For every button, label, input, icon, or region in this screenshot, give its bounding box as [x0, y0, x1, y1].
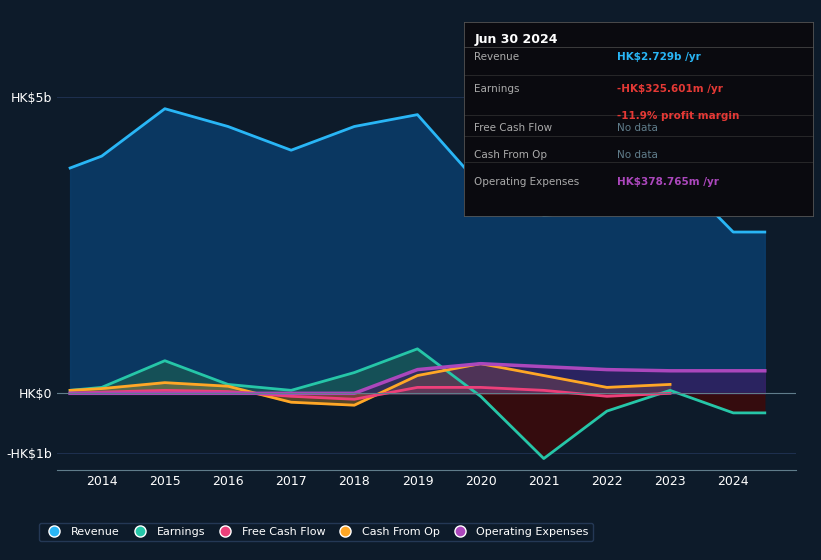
Text: Revenue: Revenue: [475, 52, 520, 62]
Text: Earnings: Earnings: [475, 84, 520, 94]
Text: -11.9% profit margin: -11.9% profit margin: [617, 111, 740, 122]
Text: -HK$325.601m /yr: -HK$325.601m /yr: [617, 84, 723, 94]
Text: HK$378.765m /yr: HK$378.765m /yr: [617, 177, 719, 187]
Legend: Revenue, Earnings, Free Cash Flow, Cash From Op, Operating Expenses: Revenue, Earnings, Free Cash Flow, Cash …: [39, 522, 594, 542]
Text: No data: No data: [617, 150, 658, 160]
Text: Free Cash Flow: Free Cash Flow: [475, 123, 553, 133]
Text: Cash From Op: Cash From Op: [475, 150, 548, 160]
Text: HK$2.729b /yr: HK$2.729b /yr: [617, 52, 701, 62]
Text: Jun 30 2024: Jun 30 2024: [475, 33, 557, 46]
Text: No data: No data: [617, 123, 658, 133]
Text: Operating Expenses: Operating Expenses: [475, 177, 580, 187]
